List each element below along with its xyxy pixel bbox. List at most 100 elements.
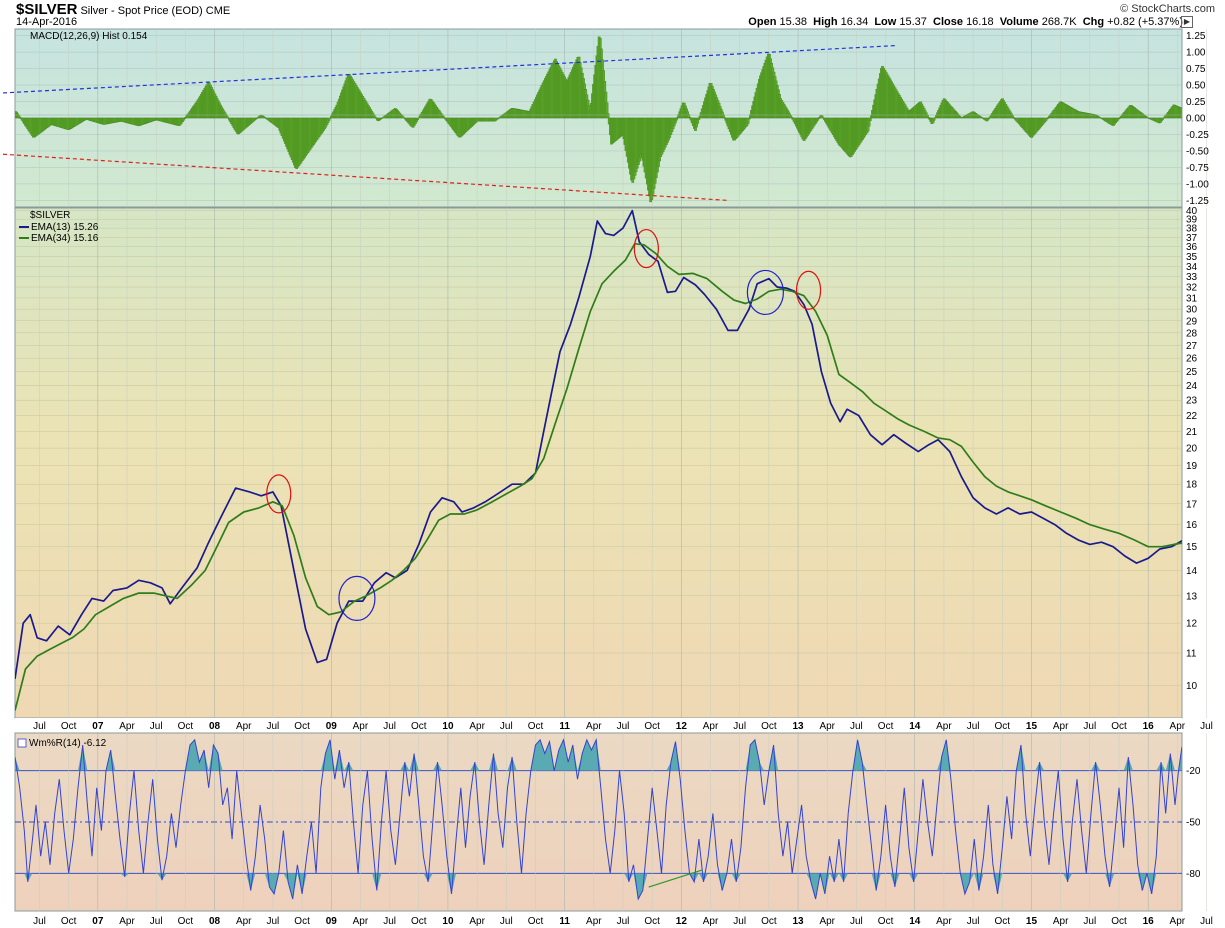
x-axis-bottom: Jul Oct 07 Apr Jul Oct 08 Apr Jul Oct 09 Apr Jul Oct 1…: [33, 916, 1213, 927]
x-tick-label: 08: [209, 916, 221, 927]
x-tick-label: Apr: [936, 721, 952, 732]
x-tick-label: Apr: [469, 916, 485, 927]
x-tick-label: Jul: [617, 721, 630, 732]
price-tick-label: 28: [1186, 328, 1198, 339]
ema34-legend: EMA(34) 15.16: [31, 233, 99, 244]
williams-y-axis: -20 -50 -80: [1186, 766, 1201, 880]
macd-tick-label: -1.25: [1186, 196, 1209, 207]
x-tick-label: Jul: [383, 721, 396, 732]
ema13-legend: EMA(13) 15.26: [31, 222, 99, 233]
macd-histogram-bar: [697, 117, 701, 120]
x-tick-label: Apr: [119, 916, 135, 927]
x-tick-label: Jul: [500, 916, 513, 927]
x-tick-label: Apr: [1170, 721, 1186, 732]
x-tick-label: Jul: [1200, 916, 1213, 927]
volume-label: Volume: [999, 16, 1039, 28]
x-tick-label: Oct: [995, 721, 1011, 732]
x-tick-label: Jul: [383, 916, 396, 927]
x-tick-label: Jul: [150, 916, 163, 927]
x-tick-label: Jul: [500, 721, 513, 732]
price-tick-label: 16: [1186, 520, 1198, 531]
macd-histogram-bar: [1161, 117, 1165, 120]
macd-histogram-bar: [932, 117, 936, 121]
chart-nav-arrow-icon[interactable]: ▶: [1181, 16, 1193, 28]
macd-histogram-bar: [606, 113, 610, 119]
ema34-line: [15, 242, 1182, 711]
macd-trendlines: [2, 44, 898, 202]
price-y-axis: 10 11 12 13 14 15 16 17 18 19 20 21 22 23 24 25 26 27 2829…: [1186, 206, 1198, 692]
blue-annotation-circle: [338, 575, 376, 622]
macd-histogram-bar: [225, 116, 229, 119]
low-value: 15.37: [899, 16, 927, 28]
macd-trendline-up: [2, 44, 898, 94]
macd-histogram-bar: [401, 116, 405, 119]
x-tick-label: Apr: [703, 721, 719, 732]
price-tick-label: 12: [1186, 619, 1198, 630]
x-tick-label: Oct: [1111, 916, 1127, 927]
williams-tick-label: -80: [1186, 869, 1201, 880]
price-tick-label: 30: [1186, 305, 1198, 316]
close-label: Close: [933, 16, 963, 28]
price-tick-label: 23: [1186, 396, 1198, 407]
x-tick-label: 07: [92, 916, 104, 927]
volume-value: 268.7K: [1041, 16, 1077, 28]
x-tick-label: Oct: [294, 916, 310, 927]
x-tick-label: Oct: [178, 721, 194, 732]
x-tick-label: Jul: [267, 916, 280, 927]
x-tick-label: Oct: [878, 916, 894, 927]
x-tick-label: Apr: [819, 721, 835, 732]
macd-histogram-bar: [747, 117, 751, 120]
macd-tick-label: 1.00: [1186, 48, 1206, 59]
x-tick-label: 10: [442, 721, 454, 732]
price-tick-label: 21: [1186, 427, 1198, 438]
price-tick-label: 19: [1186, 461, 1198, 472]
macd-tick-label: 1.25: [1186, 31, 1206, 42]
open-value: 15.38: [779, 16, 808, 28]
exchange-label: CME: [205, 5, 231, 17]
price-tick-label: 33: [1186, 272, 1198, 283]
price-tick-label: 37: [1186, 233, 1198, 244]
x-tick-label: Apr: [819, 916, 835, 927]
red-annotation-circle: [266, 474, 292, 514]
header-title-row: $SILVER Silver - Spot Price (EOD) CME: [16, 1, 230, 18]
x-tick-label: Oct: [294, 721, 310, 732]
x-tick-label: 14: [909, 721, 921, 732]
x-axis-strip-1: [15, 718, 1182, 733]
price-tick-label: 24: [1186, 381, 1198, 392]
x-tick-label: 11: [559, 916, 570, 927]
x-tick-label: 09: [326, 916, 338, 927]
x-tick-label: Apr: [586, 916, 602, 927]
x-tick-label: Jul: [733, 721, 746, 732]
high-value: 16.34: [840, 16, 869, 28]
price-tick-label: 10: [1186, 681, 1198, 692]
price-annotations: [266, 228, 822, 622]
open-label: Open: [748, 16, 777, 28]
x-tick-label: Apr: [1053, 721, 1069, 732]
x-tick-label: 16: [1143, 916, 1155, 927]
x-tick-label: Apr: [236, 721, 252, 732]
low-label: Low: [874, 16, 897, 28]
price-tick-label: 15: [1186, 542, 1198, 553]
macd-y-axis: 1.25 1.00 0.75 0.50 0.25 0.00 -0.25 -0.50 -0.75 -…: [1186, 31, 1209, 207]
price-legend: $SILVER: [30, 210, 70, 221]
macd-trendline-down: [2, 153, 729, 202]
x-tick-label: 10: [442, 916, 454, 927]
x-tick-label: Oct: [528, 916, 544, 927]
x-axis-top: Jul Oct 07 Apr Jul Oct 08 Apr Jul Oct 09 Apr Jul Oct 1…: [33, 721, 1213, 732]
price-tick-label: 40: [1186, 206, 1198, 217]
x-tick-label: 14: [909, 916, 921, 927]
x-tick-label: Jul: [967, 916, 980, 927]
description-label: Silver - Spot Price (EOD): [80, 5, 203, 17]
macd-histogram-bar: [416, 117, 420, 121]
x-tick-label: Apr: [1053, 916, 1069, 927]
high-label: High: [813, 16, 838, 28]
price-series: [15, 209, 1182, 711]
williams-oversold-fill: [15, 873, 1182, 899]
x-tick-label: Jul: [1200, 721, 1213, 732]
price-tick-label: 18: [1186, 480, 1198, 491]
williams-trendline: [648, 869, 703, 888]
price-tick-label: 13: [1186, 591, 1198, 602]
williams-tick-label: -50: [1186, 818, 1201, 829]
price-tick-label: 32: [1186, 283, 1198, 294]
